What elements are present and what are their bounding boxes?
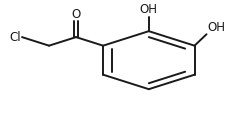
Text: OH: OH (140, 3, 158, 16)
Text: OH: OH (208, 21, 226, 34)
Text: Cl: Cl (9, 31, 21, 44)
Text: O: O (72, 8, 81, 21)
